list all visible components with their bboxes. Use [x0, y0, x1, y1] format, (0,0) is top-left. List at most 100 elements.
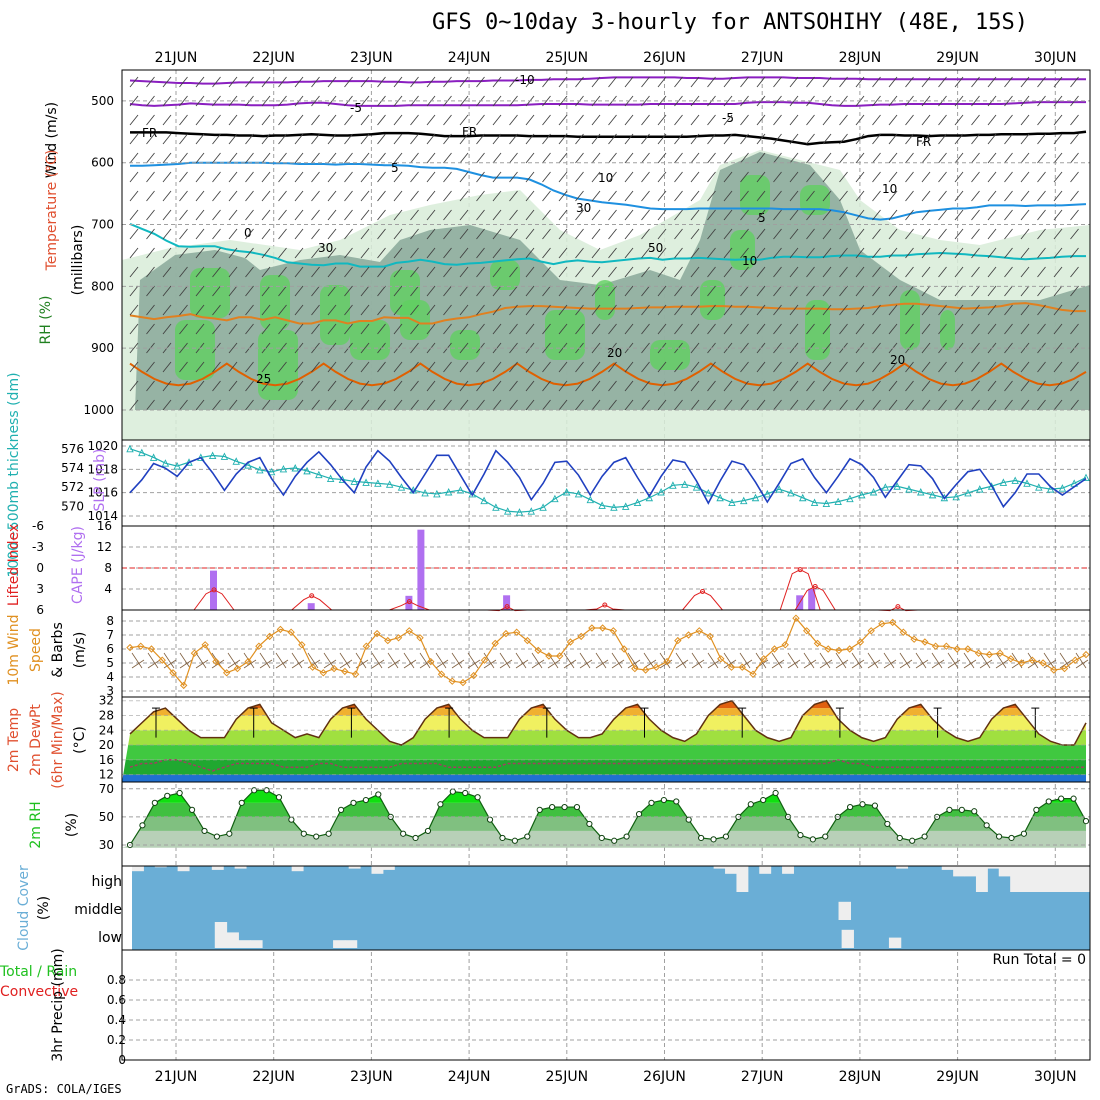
wind-barb [377, 247, 386, 259]
wind-barb [855, 247, 865, 259]
wind-barb [377, 285, 386, 297]
wind-barb [921, 171, 931, 183]
thickness-point [739, 496, 748, 505]
rh-point [325, 830, 332, 837]
thickness-point [126, 444, 134, 453]
wind-barb [443, 285, 452, 297]
thickness-point [999, 478, 1008, 486]
label-slp: SLP (mb) [92, 448, 108, 511]
wind-barb [954, 95, 964, 107]
wind-barb [1053, 152, 1063, 164]
thickness-point [138, 448, 146, 457]
wind-barb [311, 342, 320, 354]
wind-barb [162, 323, 172, 335]
wind-barb [393, 323, 403, 335]
thickness-point [385, 480, 394, 488]
wind-barb [212, 285, 221, 297]
wind-barb [327, 380, 337, 392]
wind-barb [740, 361, 749, 373]
wind-barb [162, 133, 172, 145]
wind-barb [723, 95, 733, 107]
temp-band [122, 700, 1086, 709]
wind-barb [294, 171, 304, 183]
cloud-cell [736, 866, 749, 892]
wind-barb [393, 190, 403, 202]
wind-speed-point [523, 636, 532, 645]
surface-wind-barb [547, 659, 561, 669]
wind-barb [426, 171, 436, 183]
surface-wind-barb [483, 652, 495, 669]
wind-barb [509, 76, 518, 88]
lifted-index-point [504, 604, 510, 610]
wind-speed-point [910, 635, 918, 643]
label-cape: CAPE (J/kg) [70, 526, 86, 604]
wind-barb [195, 114, 205, 126]
wind-barb [311, 95, 320, 107]
wind-barb [756, 304, 766, 316]
thickness-point [574, 489, 583, 498]
wind-barb [921, 95, 931, 107]
surface-wind-barb [323, 652, 335, 669]
dewpoint-line [129, 759, 1086, 772]
wind-barb [624, 304, 634, 316]
wind-speed-point [244, 657, 252, 666]
wind-barb [690, 380, 700, 392]
wind-barb [624, 114, 634, 126]
wind-barb [740, 152, 749, 164]
wind-barb [1037, 209, 1046, 221]
wind-barb [542, 285, 551, 297]
wind-barb [509, 323, 518, 335]
wind-barb [1020, 190, 1030, 202]
rh-point [909, 837, 916, 844]
wind-barb [905, 361, 914, 373]
wind-barb [278, 95, 287, 107]
thickness-point [303, 466, 311, 475]
wind-barb [690, 266, 700, 278]
thickness-point [1035, 483, 1043, 491]
wind-barb [591, 209, 601, 221]
wind-barb [575, 399, 584, 411]
wind-barb [938, 171, 947, 183]
wind-barb [360, 76, 370, 88]
wind-barb [1037, 323, 1046, 335]
wind-barb [146, 133, 155, 145]
wind-barb [822, 266, 832, 278]
wind-barb [162, 228, 172, 240]
wind-barb [674, 114, 683, 126]
rh-point [1033, 806, 1040, 813]
wind-speed-point [781, 641, 789, 649]
cape-bar [503, 595, 511, 610]
thickness-point [551, 494, 559, 503]
wind-barb [294, 133, 304, 145]
wind-barb [888, 190, 898, 202]
lifted-index-point [211, 587, 217, 593]
date-label-bottom: 24JUN [448, 1069, 491, 1085]
wind-barb [1020, 152, 1030, 164]
wind-barb [228, 133, 238, 145]
chart-title: GFS 0~10day 3-hourly for ANTSOHIHY (48E,… [432, 10, 1029, 35]
wind-barb [179, 95, 188, 107]
wind-barb [1037, 228, 1046, 240]
wind-barb [674, 304, 683, 316]
cloud-cell [1021, 866, 1034, 892]
wind-barb [261, 133, 271, 145]
wind-speed-point [953, 645, 961, 653]
wind-barb [707, 209, 716, 221]
wind-barb [789, 323, 799, 335]
rh-point [549, 803, 556, 811]
wind-speed-point [341, 667, 349, 676]
wind-barb [756, 133, 766, 145]
wind-barb [954, 152, 964, 164]
wind-barb [525, 304, 535, 316]
wind-barb [1053, 247, 1063, 259]
rh-point [660, 796, 667, 804]
surface-wind-barb [835, 659, 849, 669]
wind-barb [492, 133, 502, 145]
wind-barb [575, 323, 584, 335]
thickness-point [716, 493, 724, 502]
wind-barb [311, 399, 320, 411]
wind-barb [360, 266, 370, 278]
label-cloud-cover: Cloud Cover [16, 865, 32, 951]
wind-speed-point [330, 664, 338, 673]
wind-barb [1053, 114, 1063, 126]
